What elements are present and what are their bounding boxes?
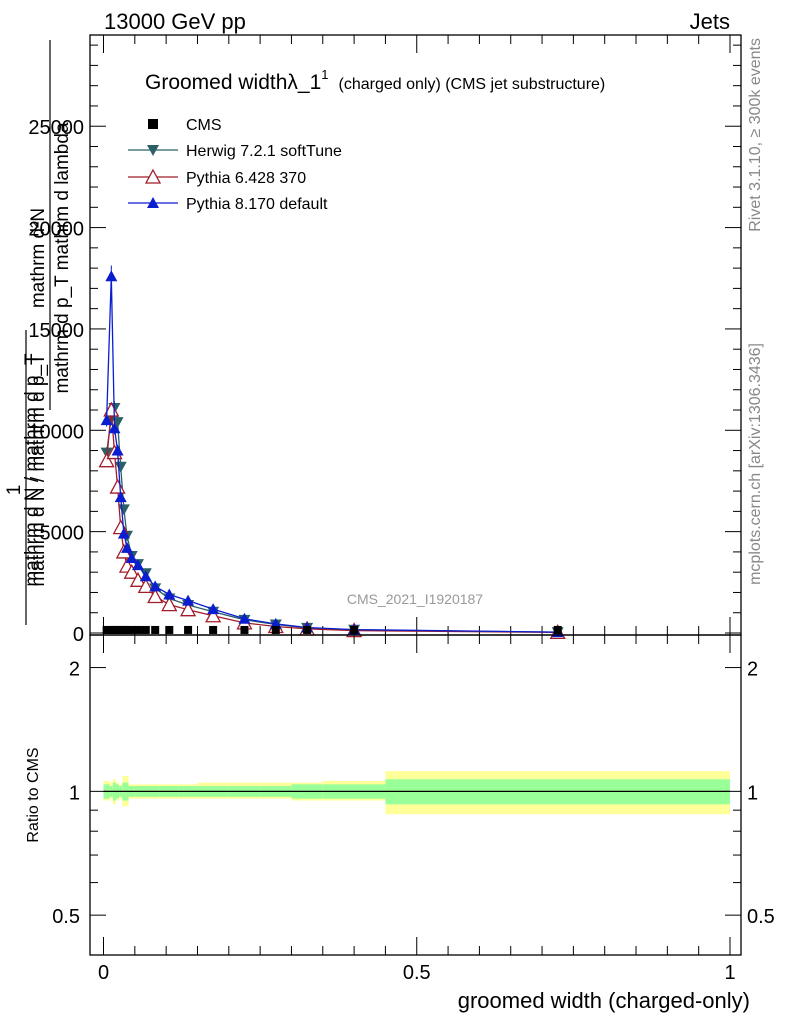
cms-point <box>127 625 136 634</box>
ratio-ytick-label-right: 2 <box>747 659 758 681</box>
plot-title-sub: (charged only) (CMS jet substructure) <box>339 76 606 93</box>
py8-point <box>207 603 220 615</box>
py8-point <box>111 444 124 456</box>
plot-title: Groomed widthλ_11 (charged only) (CMS jet… <box>145 67 605 94</box>
ratio-ytick-label-left: 2 <box>69 659 80 681</box>
main-ytick-label: 5000 <box>40 523 85 545</box>
py8-point <box>131 559 144 571</box>
ratio-ytick-label-right: 0.5 <box>747 906 775 928</box>
main-ylabel-frac-bottom: mathrm d N / mathrm d p_T <box>28 353 49 587</box>
ratio-ytick-label-left: 0.5 <box>52 906 80 928</box>
herwig-point <box>114 461 127 473</box>
cms-point <box>209 625 218 634</box>
legend: CMS Herwig 7.2.1 softTune Pythia 6.428 3… <box>128 117 342 213</box>
cms-point <box>271 625 280 634</box>
cms-point <box>184 625 193 634</box>
py8-point <box>100 414 113 426</box>
header-right: Jets <box>690 9 730 34</box>
py6-point <box>205 607 222 623</box>
py6-point <box>161 596 178 612</box>
py8-point <box>238 612 251 624</box>
legend-marker-herwig <box>147 145 159 156</box>
ratio-plot: 0.5 0.5 1 1 2 2 <box>52 634 775 956</box>
plot-title-sup: 1 <box>321 67 328 82</box>
cms-point <box>151 625 160 634</box>
main-ylabel-one: 1 <box>4 485 25 496</box>
cms-point <box>133 625 142 634</box>
py8-line <box>105 276 558 633</box>
cms-point <box>102 625 111 634</box>
legend-label-herwig: Herwig 7.2.1 softTune <box>186 143 342 160</box>
ratio-plot-frame <box>89 634 742 956</box>
py8-point <box>114 491 127 503</box>
main-ylabel-frac-top: mathrm d N / mathrm d p_T <box>22 353 43 587</box>
ratio-ylabel: Ratio to CMS <box>25 747 42 842</box>
py6-point <box>179 601 197 617</box>
py8-point <box>182 594 195 606</box>
cms-point <box>165 625 174 634</box>
py6-point <box>103 401 120 417</box>
main-ytick-label: 20000 <box>28 219 84 241</box>
py8-point <box>163 588 176 600</box>
main-ytick-label: 25000 <box>28 117 84 139</box>
py8-point <box>149 580 162 592</box>
cms-point <box>350 625 359 634</box>
herwig-point <box>117 504 130 516</box>
py6-point <box>123 563 140 579</box>
cms-point <box>141 625 150 634</box>
plot-title-main: Groomed widthλ_1 <box>145 71 321 94</box>
header-left: 13000 GeV pp <box>104 9 246 34</box>
main-ytick-label: 0 <box>73 624 84 646</box>
main-plot: 0 5000 10000 15000 20000 25000 <box>28 34 742 646</box>
x-tick-label: 0.5 <box>403 962 431 984</box>
py8-point <box>120 541 133 553</box>
cms-point <box>240 625 249 634</box>
legend-marker-cms <box>148 119 158 129</box>
py8-point <box>117 527 130 539</box>
main-ylabel: mathrm d²N mathrm d p_T mathrm d lambda … <box>4 40 73 625</box>
py8-point <box>125 551 138 563</box>
legend-label-py8: Pythia 8.170 default <box>186 196 328 213</box>
py8-point <box>105 270 118 282</box>
main-ytick-label: 10000 <box>28 421 84 443</box>
py8-point <box>108 422 121 434</box>
main-ylabel-bottom: mathrm d p_T mathrm d lambda <box>52 122 73 393</box>
legend-label-py6: Pythia 6.428 370 <box>186 170 306 187</box>
x-axis-label: groomed width (charged-only) <box>458 988 750 1013</box>
cms-point <box>303 625 312 634</box>
py6-point <box>109 478 126 494</box>
x-tick-label: 1 <box>724 962 735 984</box>
legend-marker-py6 <box>144 168 162 184</box>
main-ylabel-top: mathrm d²N <box>28 208 49 308</box>
main-ytick-label: 15000 <box>28 320 84 342</box>
ratio-ytick-label-left: 1 <box>69 782 80 804</box>
side-label-bottom: mcplots.cern.ch [arXiv:1306.3436] <box>747 343 764 585</box>
cms-point <box>553 625 562 634</box>
side-label-top: Rivet 3.1.10, ≥ 300k events <box>747 38 764 232</box>
py6-point <box>98 452 115 468</box>
ratio-ytick-label-right: 1 <box>747 782 758 804</box>
py8-point <box>139 570 152 582</box>
x-tick-label: 0 <box>98 962 109 984</box>
legend-marker-py8 <box>147 197 159 208</box>
cms-point <box>122 625 131 634</box>
py6-point <box>147 588 164 604</box>
py6-point <box>137 578 154 594</box>
watermark: CMS_2021_I1920187 <box>347 591 483 607</box>
legend-label-cms: CMS <box>186 117 222 134</box>
